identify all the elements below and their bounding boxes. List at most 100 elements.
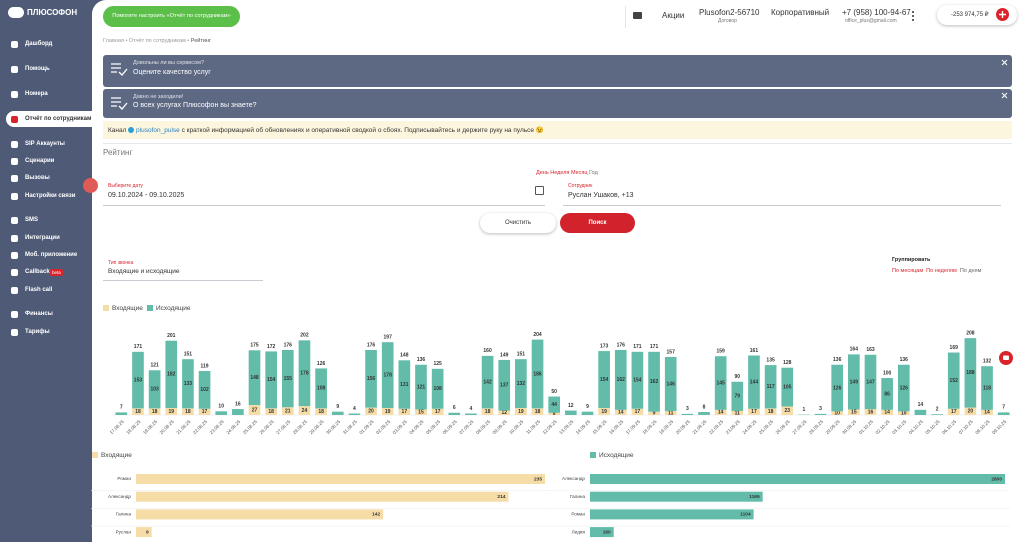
segment-label: 144 (750, 379, 759, 385)
banner-close[interactable] (1001, 59, 1008, 99)
bar-segment (614, 349, 627, 410)
bar-segment (182, 408, 194, 415)
period[interactable]: День (536, 170, 549, 176)
menu-dots[interactable] (910, 10, 916, 22)
nav-item[interactable]: Моб. приложение (25, 252, 78, 258)
balance-box[interactable] (937, 5, 1017, 25)
x-tick-label: 05.09.25 (425, 419, 441, 435)
segment-label: 142 (483, 379, 492, 385)
nav-item[interactable]: Номера (25, 91, 48, 97)
search-button[interactable]: Поиск (560, 213, 635, 233)
bar-segment (781, 367, 794, 407)
total-label: 16 (235, 401, 241, 407)
segment-label: 188 (966, 370, 975, 376)
x-tick-label: 02.09.25 (375, 419, 391, 435)
call-type-field[interactable]: Входящие и исходящие (108, 268, 180, 275)
group-option[interactable]: По дням (959, 268, 982, 274)
crumb[interactable]: Отчёт по сотрудникам (128, 38, 186, 44)
period[interactable]: Неделя (550, 170, 570, 176)
calendar-icon[interactable] (535, 186, 544, 195)
bar-segment (531, 339, 544, 409)
bar-segment (115, 412, 128, 415)
nav-item[interactable]: SIP Аккаунты (25, 141, 65, 147)
collapse-button[interactable] (83, 178, 98, 193)
segment-label: 18 (535, 409, 541, 415)
help-button[interactable]: Помогите настроить «Отчёт по сотрудникам… (103, 6, 240, 27)
segment-label: 14 (984, 410, 990, 416)
nav-item[interactable]: Вызовы (25, 175, 50, 181)
segment-label: 18 (185, 409, 191, 415)
group-option[interactable]: По неделям (926, 268, 957, 274)
logo-icon (8, 7, 24, 18)
chat-button[interactable] (999, 351, 1013, 365)
nav-icon (11, 175, 18, 182)
bar-segment (564, 410, 577, 415)
total-label: 14 (918, 402, 924, 408)
employee-field[interactable]: Руслан Ушаков, +13 (568, 192, 634, 199)
x-tick-label: 23.09.25 (725, 419, 741, 435)
bar-segment (365, 349, 377, 408)
account-sub: Договор (718, 18, 737, 24)
nav-item[interactable]: Flash call (25, 287, 53, 293)
group-option[interactable]: По месяцам (892, 268, 924, 274)
topup-button[interactable] (996, 8, 1009, 21)
x-tick-label: 05.10.25 (924, 419, 940, 435)
total-label: 172 (267, 344, 276, 350)
crumb: Рейтинг (190, 38, 211, 44)
segment-label: 10 (834, 410, 840, 416)
segment-label: 17 (635, 409, 641, 415)
bar-segment (132, 408, 144, 415)
phone: +7 (958) 100-94-67 (842, 8, 911, 17)
total-label: 6 (453, 405, 456, 411)
bar-segment (315, 368, 327, 409)
banner-text[interactable]: Оцените качество услуг (133, 69, 211, 76)
promo[interactable]: Акции (662, 11, 685, 20)
account[interactable]: Plusofon2-56710 (699, 8, 760, 17)
segment-label: 137 (500, 383, 509, 389)
bar-segment (182, 359, 194, 409)
nav-icon (11, 141, 18, 148)
bar-segment (848, 409, 860, 415)
nav-icon (11, 158, 18, 165)
x-tick-label: 08.10.25 (974, 419, 990, 435)
nav-icon (11, 269, 18, 276)
bar-segment (232, 409, 244, 415)
bar-segment (431, 408, 444, 415)
banner-text[interactable]: О всех услугах Плюсофон вы знаете? (133, 102, 257, 109)
total-label: 173 (600, 343, 609, 349)
nav-item[interactable]: Callback (25, 269, 50, 275)
category-label: Руслан (116, 529, 132, 534)
bar-segment (631, 408, 644, 415)
x-tick-label: 17.09.25 (625, 419, 641, 435)
x-tick-label: 06.09.25 (442, 419, 458, 435)
nav-icon (11, 41, 18, 48)
nav-item[interactable]: SMS (25, 217, 39, 223)
bar-segment (714, 409, 727, 415)
nav-item[interactable]: Финансы (25, 311, 53, 317)
nav-item[interactable]: Отчёт по сотрудникам (25, 116, 92, 122)
nav-item[interactable]: Интеграции (25, 235, 60, 241)
period[interactable]: Год (589, 170, 598, 176)
category-label: Галина (116, 512, 132, 517)
nav-item[interactable]: Сценарии (25, 158, 55, 164)
x-tick-label: 12.09.25 (542, 419, 558, 435)
field-underline (563, 205, 1001, 206)
nav-item[interactable]: Помощь (25, 66, 50, 72)
period[interactable]: Месяц (570, 170, 588, 176)
notice-link[interactable]: plusofon_pulse (136, 127, 180, 134)
clear-button[interactable]: Очистить (480, 213, 556, 233)
crumb[interactable]: Главная (103, 38, 124, 44)
nav-item[interactable]: Настройки связи (25, 193, 76, 199)
bar-segment (764, 365, 777, 409)
segment-label: 11 (668, 410, 674, 416)
segment-label: 20 (968, 409, 974, 415)
segment-label: 105 (783, 384, 792, 390)
date-field[interactable]: 09.10.2024 - 09.10.2025 (108, 192, 185, 199)
nav-item[interactable]: Тарифы (25, 329, 50, 335)
x-tick-label: 06.10.25 (941, 419, 957, 435)
nav-item[interactable]: Дашборд (25, 41, 53, 47)
tariff[interactable]: Корпоративный (771, 8, 830, 17)
banner-title: Давно не заходили! (133, 94, 184, 100)
x-tick-label: 23.08.25 (209, 419, 225, 435)
value-label: 235 (534, 476, 542, 482)
